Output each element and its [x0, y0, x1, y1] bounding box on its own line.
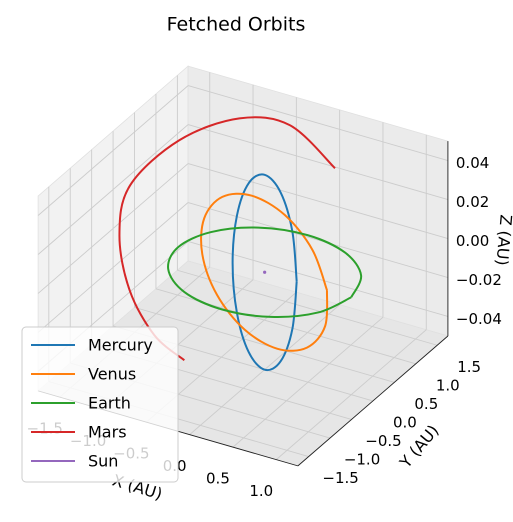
legend-label: Sun — [88, 452, 118, 471]
y-tick-label: −0.5 — [365, 432, 401, 450]
orbit-line — [167, 226, 363, 318]
legend-label: Mercury — [88, 336, 153, 355]
legend-label: Venus — [88, 365, 136, 384]
grid-line — [187, 124, 449, 201]
grid-line — [37, 124, 189, 255]
legend-label: Mars — [88, 423, 127, 442]
point — [263, 270, 267, 274]
y-tick-label: −1.0 — [344, 451, 380, 469]
legend-label: Earth — [88, 394, 131, 413]
chart-title: Fetched Orbits — [167, 14, 306, 36]
grid-line — [187, 163, 449, 239]
orbit-line — [231, 173, 298, 372]
x-tick-label: 1.0 — [249, 482, 273, 500]
y-tick-label: −1.5 — [322, 469, 358, 487]
x-tick-label: 0.5 — [206, 470, 230, 488]
axis-line — [297, 335, 449, 467]
y-tick-label: 0.5 — [414, 395, 438, 413]
y-tick-label: 1.0 — [436, 376, 460, 394]
z-tick-label: 0.00 — [456, 232, 489, 250]
grid-line — [134, 306, 395, 383]
z-tick-label: −0.02 — [456, 271, 502, 289]
orbit-line — [118, 116, 336, 361]
grid-line — [187, 85, 449, 162]
grid-line — [187, 202, 449, 278]
z-tick-label: 0.02 — [456, 193, 489, 211]
grid-line — [177, 269, 438, 346]
grid-line — [187, 241, 449, 317]
z-axis-label: Z (AU) — [492, 214, 513, 267]
orbit-line — [200, 192, 329, 352]
z-tick-label: 0.04 — [456, 154, 489, 172]
grid-line — [37, 163, 189, 294]
grid-line — [37, 85, 189, 216]
legend-box — [21, 326, 179, 483]
y-tick-label: 0.0 — [393, 413, 417, 431]
grid-line — [37, 202, 189, 333]
z-tick-label: −0.04 — [456, 310, 502, 328]
legend: Mercury Venus Earth Mars Sun — [21, 326, 179, 483]
y-tick-label: 1.5 — [457, 358, 481, 376]
